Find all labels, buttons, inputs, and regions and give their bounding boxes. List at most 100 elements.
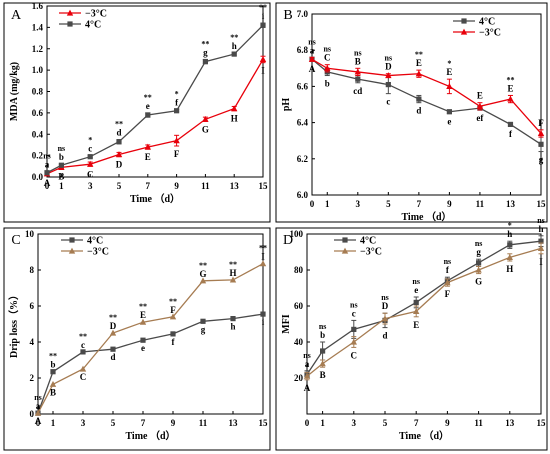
panel-b-letter-label: B: [355, 56, 361, 66]
panel-d-letter-label: c: [352, 308, 356, 318]
panel-b-y-tick-label: 6.8: [297, 45, 309, 55]
panel-d-letter-label: g: [476, 247, 481, 257]
panel-a-x-tick-label: 3: [88, 181, 93, 191]
panel-d-y-tick-label: 100: [290, 229, 304, 239]
panel-b-letter-label: D: [385, 62, 392, 72]
panel-c-frame: [3, 227, 271, 451]
panel-d-letter-label: f: [446, 265, 450, 275]
panel-c-series-1-point: [49, 380, 57, 387]
panel-a-significance-label: **: [144, 93, 152, 102]
panel-c-letter-label: D: [110, 321, 117, 331]
panel-a-series-0-point: [231, 105, 238, 112]
panel-a-series-0-point: [87, 160, 94, 167]
panel-d-letter-label: C: [351, 350, 358, 360]
panel-c-letter-label: e: [141, 343, 145, 353]
panel-a-letter-label: G: [202, 124, 209, 134]
panel-b-series-1-point: [308, 55, 316, 62]
panel-b-letter-label: F: [538, 118, 544, 128]
panel-c-series-1-point: [169, 313, 177, 320]
panel-c-letter-label: g: [201, 324, 206, 334]
panel-d-significance-label: ns: [350, 300, 358, 309]
panel-d-significance-label: ns: [475, 239, 483, 248]
panel-c-series-1-point: [109, 329, 117, 336]
panel-b-x-tick-label: 0: [310, 199, 315, 209]
panel-b-letter-label: E: [416, 58, 422, 68]
panel-a-series-0-point: [144, 143, 151, 150]
panel-d-x-tick-label: 15: [537, 418, 547, 428]
panel-d-y-tick-label: 40: [294, 337, 304, 347]
panel-a-series-1-point: [58, 162, 64, 168]
panel-b-x-tick-label: 1: [325, 199, 330, 209]
panel-c-x-tick-label: 5: [111, 418, 116, 428]
panel-c-series-1-point: [259, 260, 267, 267]
panel-a-letter-label: e: [146, 101, 150, 111]
panel-d-letter-label: A: [304, 383, 311, 393]
panel-b-series-1-point: [324, 64, 331, 71]
panel-a-x-axis-title: Time （d）: [130, 192, 180, 205]
panel-c-series-0-point: [110, 346, 116, 352]
panel-c-letter-label: E: [140, 310, 146, 320]
panel-d-y-tick-label: 80: [294, 265, 304, 275]
panel-b-plot-area: [311, 13, 542, 196]
panel-d-series-0-point: [351, 326, 357, 332]
panel-b-legend-label: 4°C: [479, 17, 495, 28]
panel-c-y-tick-label: 8: [30, 265, 35, 275]
panel-a-letter-label: d: [116, 128, 121, 138]
panel-b-x-tick-label: 3: [356, 199, 361, 209]
panel-a-significance-label: ns: [43, 152, 51, 161]
panel-d-series-0-point: [320, 348, 326, 354]
panel-b-series-0-point: [446, 109, 452, 115]
panel-d-letter-label: E: [413, 320, 419, 330]
panel-a-y-tick-label: 1.6: [32, 1, 44, 11]
panel-b-letter-label: a: [310, 45, 315, 55]
panel-c-series-0-point: [50, 369, 56, 375]
panel-c-series-1-point: [79, 365, 87, 372]
panel-a-significance-label: **: [230, 33, 238, 42]
panel-b-series-1-point: [537, 130, 545, 137]
panel-a-series-1-point: [174, 108, 180, 114]
panel-a-y-tick-label: 1.2: [32, 44, 44, 54]
panel-a-x-tick-label: 11: [201, 181, 210, 191]
panel-b-y-tick-label: 6.4: [297, 118, 309, 128]
panel-a-significance-label: ns: [58, 144, 66, 153]
panel-a-significance-label: **: [201, 39, 209, 48]
panel-c-significance-label: **: [79, 332, 87, 341]
panel-d-significance-label: ns: [444, 257, 452, 266]
panel-a-letter-label: g: [203, 47, 208, 57]
panel-c-letter-label: f: [172, 337, 176, 347]
panel-d-x-tick-label: 1: [320, 418, 325, 428]
panel-a-y-tick-label: 1.0: [32, 65, 44, 75]
panel-a-series-0-point: [259, 56, 267, 63]
panel-a-label: A: [11, 8, 22, 23]
panel-a-y-tick-label: 0.2: [32, 151, 44, 161]
panel-c-series-0-line: [37, 313, 264, 414]
panel-d-letter-label: h: [538, 224, 543, 234]
panel-d-series-1-point: [506, 254, 513, 260]
panel-c-y-tick-label: 6: [30, 301, 35, 311]
panel-d-series-1-point: [350, 338, 357, 345]
panel-d-letter-label: B: [320, 370, 326, 380]
panel-d-series-1-point: [475, 266, 482, 273]
panel-a-series-1-point: [116, 139, 122, 145]
panel-a-x-tick-label: 1: [59, 181, 64, 191]
panel-a-x-tick-label: 15: [259, 181, 269, 191]
panel-a-legend-label: 4°C: [85, 20, 101, 31]
panel-b-letter-label: e: [447, 117, 451, 127]
panel-a-legend-label: −3°C: [85, 9, 107, 20]
panel-a-series-1-point: [202, 58, 208, 65]
panel-a-letter-label: E: [145, 152, 151, 162]
panel-c-x-tick-label: 15: [259, 418, 269, 428]
panel-d-series-1-point: [381, 315, 389, 322]
panel-d-significance-label: ns: [319, 322, 327, 331]
panel-a-y-tick-label: 0.6: [32, 108, 44, 118]
panel-b-letter-label: c: [386, 97, 390, 107]
panel-c-significance-label: ns: [34, 393, 42, 402]
panel-b-x-tick-label: 7: [417, 199, 422, 209]
panel-b-letter-label: cd: [353, 86, 362, 96]
panel-b-series-1-point: [385, 72, 392, 79]
panel-a-x-tick-label: 5: [117, 181, 122, 191]
panel-d-legend-label: 4°C: [360, 236, 376, 247]
panel-b-significance-label: *: [447, 59, 451, 68]
panel-b-significance-label: **: [506, 75, 514, 84]
